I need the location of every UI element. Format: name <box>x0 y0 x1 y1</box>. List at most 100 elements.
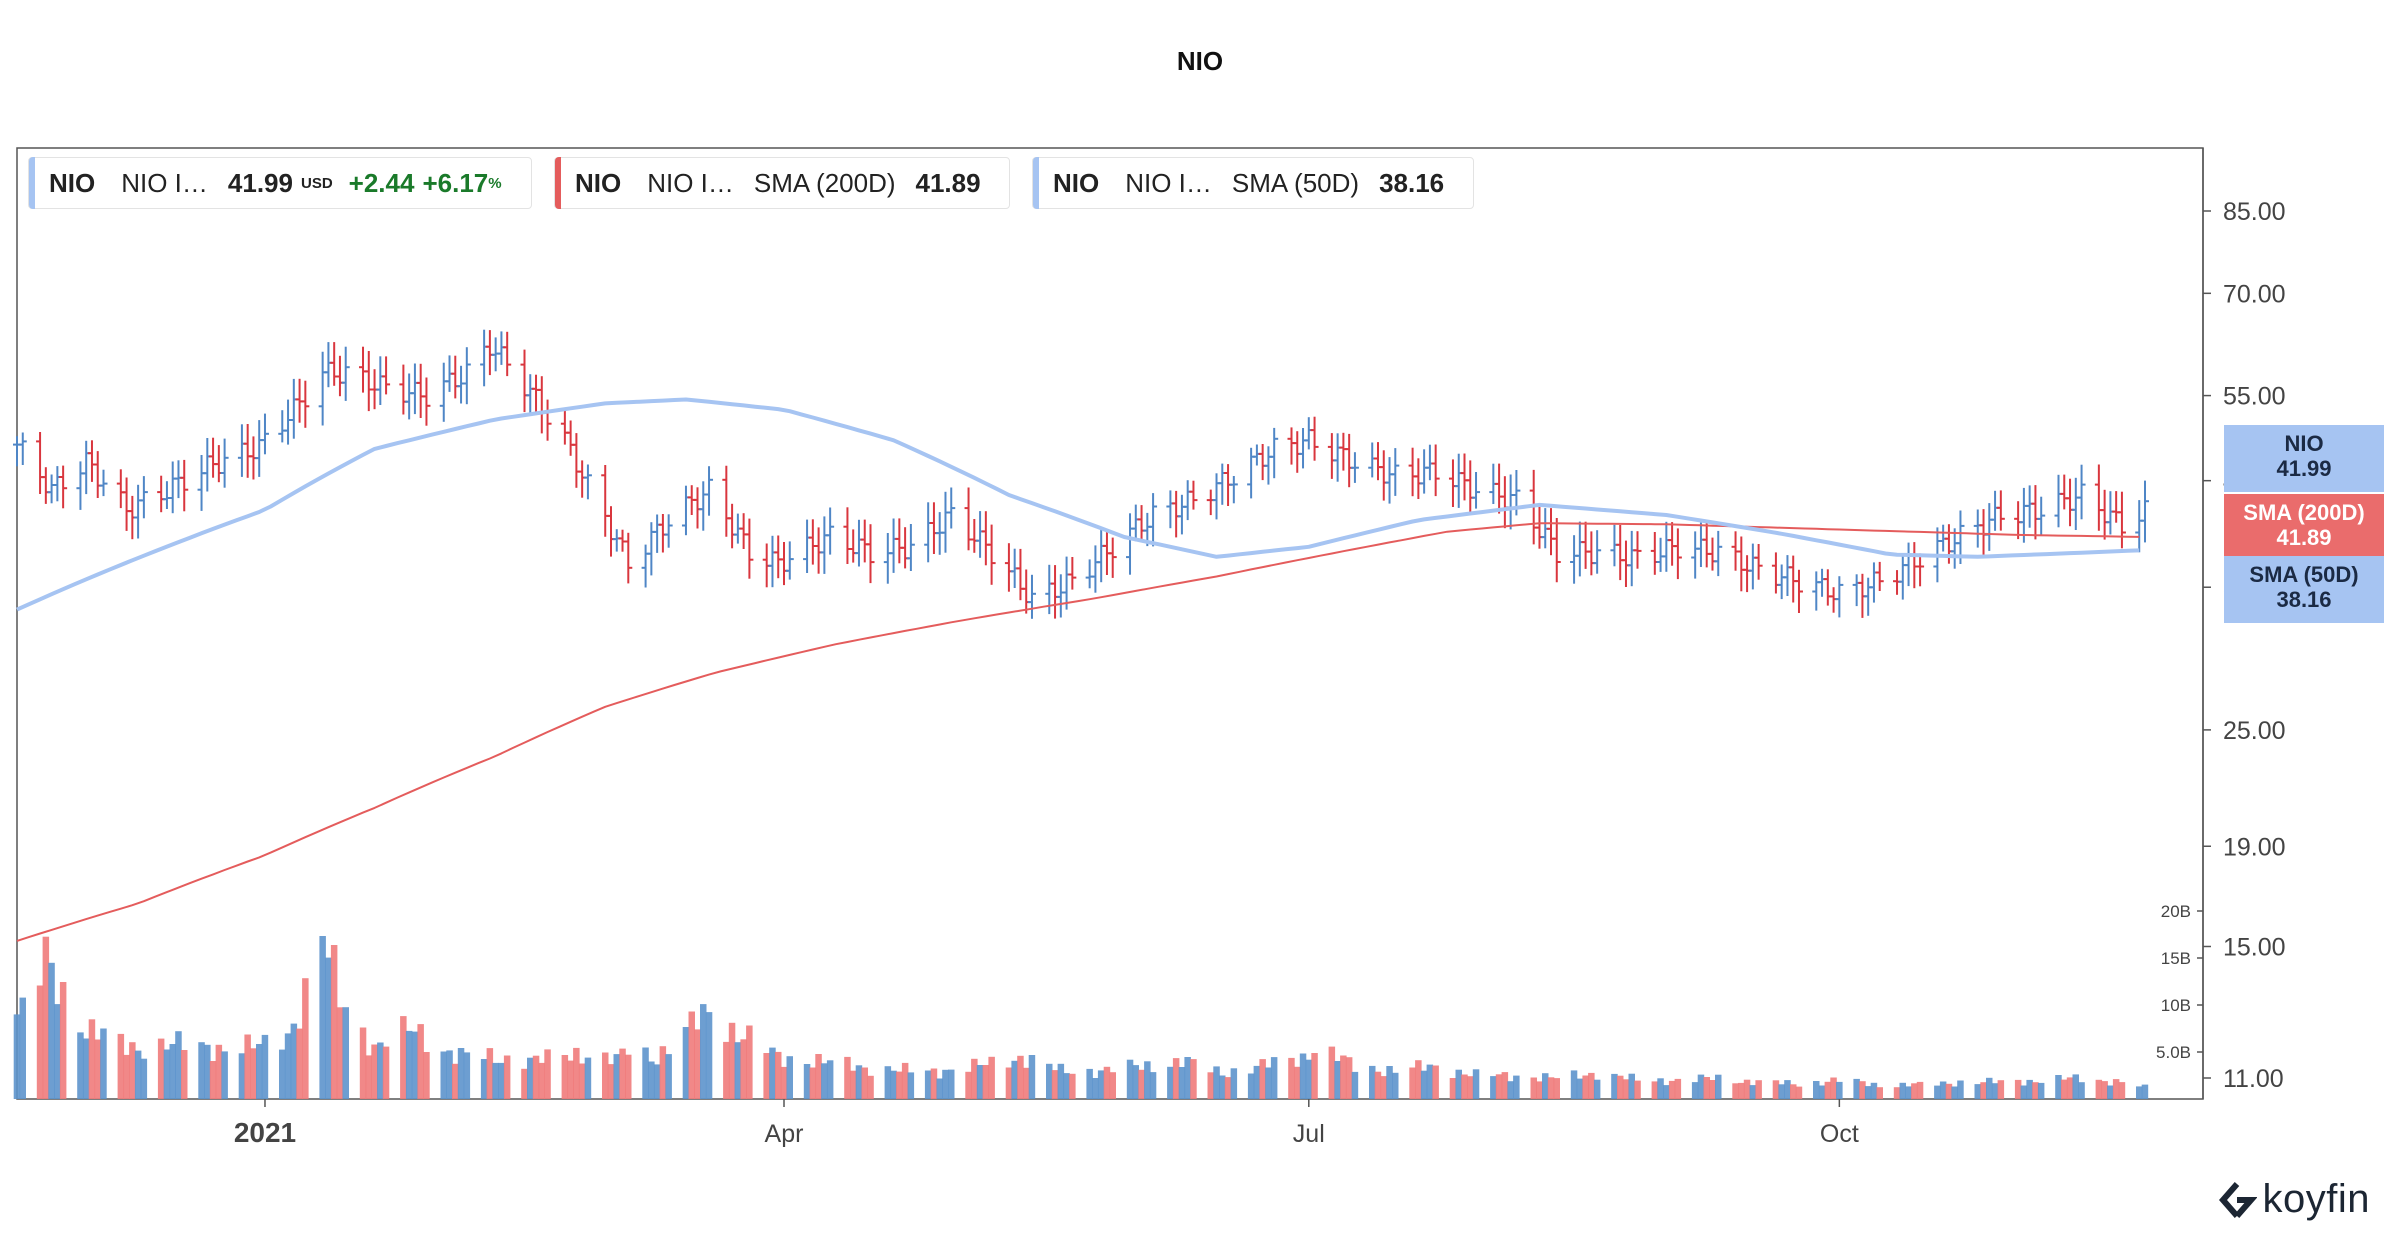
ohlc-bar <box>1547 508 1556 556</box>
volume-bar <box>129 1042 136 1099</box>
volume-bar <box>619 1048 626 1099</box>
legend-sma-200[interactable]: NIO NIO I… SMA (200D) 41.89 <box>554 157 1010 209</box>
volume-bar <box>521 1068 528 1099</box>
ohlc-bar <box>289 378 298 439</box>
ohlc-bar <box>157 475 166 513</box>
volume-bar <box>1455 1069 1462 1099</box>
volume-bar <box>844 1056 851 1099</box>
volume-bar <box>1270 1057 1278 1099</box>
volume-bar <box>279 1049 286 1099</box>
ohlc-bar <box>335 355 344 397</box>
ohlc-bar <box>36 432 45 494</box>
price-axis: 11.0015.0019.0025.0035.0045.0055.0070.00… <box>2203 198 2286 1093</box>
volume-bar <box>1997 1080 2005 1099</box>
ohlc-bar <box>1794 569 1803 613</box>
volume-bar <box>1207 1072 1214 1099</box>
volume-bar <box>936 1078 943 1099</box>
ohlc-bar <box>1696 522 1705 567</box>
ohlc-bar <box>1552 518 1561 583</box>
ohlc-bar <box>2077 464 2086 520</box>
volume-bar <box>42 936 50 1099</box>
ohlc-bar <box>2031 485 2040 540</box>
volume-bar <box>665 1054 672 1099</box>
ohlc-bar <box>2094 464 2103 531</box>
volume-bar <box>77 1032 84 1099</box>
ohlc-bar <box>410 363 419 415</box>
volume-bar <box>1386 1066 1393 1099</box>
ohlc-bar <box>2135 500 2144 553</box>
ohlc-bar <box>1985 503 1994 551</box>
legend-value: 41.99 <box>227 167 293 198</box>
ohlc-bar <box>18 432 27 465</box>
legend-sma-50[interactable]: NIO NIO I… SMA (50D) 38.16 <box>1032 157 1474 209</box>
volume-bar <box>561 1055 569 1099</box>
volume-bar <box>1501 1072 1509 1099</box>
volume-bar <box>826 1060 834 1099</box>
volume-bar <box>988 1056 995 1099</box>
last-value-tag-nio: NIO 41.99 <box>2224 425 2384 492</box>
ohlc-bar <box>1085 559 1094 589</box>
tag-value: 41.89 <box>2276 525 2332 550</box>
ohlc-bar <box>1627 530 1636 587</box>
volume-bar <box>457 1048 465 1099</box>
ohlc-bar <box>699 481 708 531</box>
ohlc-bar <box>705 466 714 516</box>
ohlc-bar <box>1587 531 1596 576</box>
ohlc-bar <box>964 487 973 551</box>
volume-bar <box>705 1012 713 1099</box>
ohlc-bar <box>93 451 102 498</box>
ohlc-bar <box>1258 444 1267 481</box>
volume-axis: 5.0B 10B 15B 20B <box>2156 902 2203 1062</box>
ohlc-bar <box>1172 490 1181 538</box>
ohlc-bar <box>203 438 212 492</box>
ohlc-bar <box>739 513 748 549</box>
volume-bar <box>896 1071 903 1099</box>
ohlc-bar <box>566 420 575 456</box>
ohlc-bar <box>2117 491 2126 549</box>
ohlc-bar <box>1777 564 1786 600</box>
legend-swatch <box>29 157 35 209</box>
ohlc-bar <box>47 474 56 504</box>
ohlc-bar <box>503 331 512 377</box>
ohlc-bar <box>1460 453 1469 501</box>
volume-bar <box>538 1062 545 1099</box>
ohlc-bar <box>1875 561 1884 591</box>
ohlc-bar <box>572 433 581 488</box>
volume-bar <box>1628 1073 1635 1099</box>
volume-bar <box>971 1058 978 1099</box>
volume-bar <box>1668 1080 1676 1099</box>
ohlc-bar <box>87 440 96 482</box>
ohlc-bar <box>301 380 310 428</box>
volume-tick-label: 10B <box>2161 996 2191 1015</box>
ohlc-bars <box>13 329 2149 619</box>
volume-bar <box>1542 1073 1549 1099</box>
ohlc-bar <box>1633 531 1642 569</box>
ohlc-bar <box>1004 543 1013 592</box>
ohlc-bar <box>41 467 50 504</box>
volume-bar <box>746 1025 753 1099</box>
volume-bar <box>602 1052 609 1099</box>
ohlc-bar <box>860 519 869 563</box>
ohlc-bar <box>1691 531 1700 579</box>
volume-bar <box>1028 1055 1036 1099</box>
volume-bar <box>452 1063 459 1099</box>
volume-bar <box>290 1023 298 1099</box>
volume-bar <box>1939 1081 1947 1099</box>
ohlc-bar <box>1206 489 1215 516</box>
volume-bar <box>486 1048 494 1099</box>
ohlc-bar <box>243 424 252 478</box>
volume-bar <box>1691 1082 1699 1099</box>
legend-nio-price[interactable]: NIO NIO I… 41.99 USD +2.44 +6.17 % <box>28 157 532 209</box>
legend-name: NIO I… <box>121 167 208 198</box>
ohlc-bar <box>537 376 546 434</box>
ohlc-bar <box>1131 504 1140 542</box>
volume-bar <box>1876 1087 1883 1099</box>
ohlc-bar <box>722 465 731 537</box>
price-tick-label: 25.00 <box>2223 717 2286 745</box>
volume-bar <box>613 1054 620 1099</box>
volume-bar <box>1513 1075 1520 1099</box>
volume-bar <box>1023 1067 1030 1099</box>
ohlc-bar <box>780 542 789 586</box>
volume-bar <box>204 1044 211 1099</box>
volume-bar <box>1213 1066 1220 1099</box>
